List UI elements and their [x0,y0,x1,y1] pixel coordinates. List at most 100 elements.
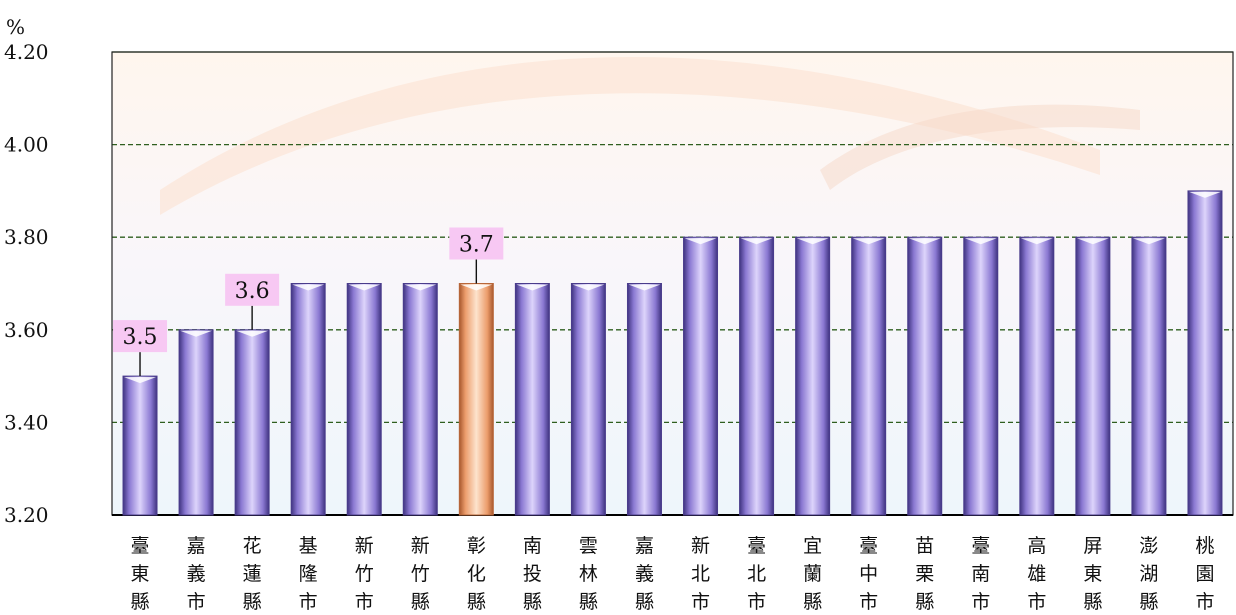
x-tick-label: 臺北市 [747,535,766,613]
y-tick-label: 4.20 [4,40,49,64]
bar [514,283,550,516]
y-axis-unit: % [6,15,25,39]
x-tick-label: 苗栗縣 [915,535,934,613]
bar-cap [1132,238,1165,245]
bar-雲林縣 [570,283,606,516]
bar [851,236,887,516]
bar-嘉義市 [178,329,214,516]
y-axis: 4.20 4.00 3.80 3.60 3.40 3.20 [4,40,49,527]
y-tick-label: 3.80 [4,225,49,249]
bars [122,190,1223,516]
bar [626,283,662,516]
x-tick-label: 彰化縣 [467,535,486,613]
bar [1131,236,1167,516]
bar [290,283,326,516]
x-tick-label: 宜蘭縣 [803,535,822,613]
bar [402,283,438,516]
bar-cap [1020,238,1053,245]
data-label-box [225,273,280,306]
x-tick-label: 臺東縣 [131,535,150,613]
bar-cap [796,238,829,245]
bar-臺北市 [739,236,775,516]
data-labels: 3.5 3.6 3.7 [113,227,504,377]
bar-cap [740,238,773,245]
bar [1187,190,1223,516]
bar [907,236,943,516]
bar-嘉義縣 [626,283,662,516]
bar-cap [1188,191,1221,198]
x-tick-label: 桃園市 [1195,535,1214,613]
bar-臺中市 [851,236,887,516]
data-label-彰化縣: 3.7 [449,227,504,284]
bar-cap [628,284,661,291]
x-tick-label: 高雄市 [1027,535,1046,613]
bar-宜蘭縣 [795,236,831,516]
y-tick-label: 4.00 [4,133,49,157]
bar-新竹縣 [402,283,438,516]
data-label-text: 3.6 [235,279,270,304]
bar [570,283,606,516]
x-axis: 臺東縣 嘉義市 花蓮縣 基隆市 新竹市 新竹縣 彰化縣 南投縣 雲林縣 嘉義縣 新北市 臺北市 宜蘭縣 臺… [131,535,1215,613]
x-tick-label: 屏東縣 [1083,535,1102,613]
bar-南投縣 [514,283,550,516]
bar [122,375,158,516]
bar-新北市 [683,236,719,516]
background-swoosh [160,56,1100,215]
bar [234,329,270,516]
bar-cap [124,377,157,384]
x-tick-label: 花蓮縣 [243,535,262,613]
bar-cap [460,284,493,291]
bar-高雄市 [1019,236,1055,516]
bar-苗栗縣 [907,236,943,516]
data-label-text: 3.7 [459,233,494,258]
bar-臺南市 [963,236,999,516]
bar [1019,236,1055,516]
bar-cap [348,284,381,291]
bar [739,236,775,516]
bar-cap [1076,238,1109,245]
bar-cap [236,330,269,337]
bar-cap [292,284,325,291]
data-label-花蓮縣: 3.6 [225,273,280,330]
bar-cap [516,284,549,291]
bar-澎湖縣 [1131,236,1167,516]
x-tick-label: 雲林縣 [579,535,598,613]
x-tick-label: 嘉義縣 [635,535,654,613]
x-tick-label: 基隆市 [299,535,318,613]
bar [683,236,719,516]
bar-彰化縣 [458,283,494,516]
bar-cap [572,284,605,291]
bar-屏東縣 [1075,236,1111,516]
x-tick-label: 臺南市 [971,535,990,613]
y-tick-label: 3.60 [4,318,49,342]
bar-花蓮縣 [234,329,270,516]
bar-cap [404,284,437,291]
bar [795,236,831,516]
x-tick-label: 嘉義市 [187,535,206,613]
y-tick-label: 3.40 [4,410,49,434]
data-label-臺東縣: 3.5 [113,320,168,377]
bar-cap [180,330,213,337]
bar-基隆市 [290,283,326,516]
x-tick-label: 新北市 [691,535,710,613]
background-swoosh-2 [820,104,1140,190]
bar-cap [908,238,941,245]
bar [346,283,382,516]
y-tick-label: 3.20 [4,503,49,527]
bar-新竹市 [346,283,382,516]
bar-cap [852,238,885,245]
bar-cap [684,238,717,245]
x-tick-label: 新竹市 [355,535,374,613]
data-label-text: 3.5 [123,325,158,350]
bar [1075,236,1111,516]
bar [458,283,494,516]
x-tick-label: 臺中市 [859,535,878,613]
x-tick-label: 澎湖縣 [1139,535,1158,613]
data-label-box [449,227,504,260]
bar [963,236,999,516]
bar [178,329,214,516]
bar-cap [964,238,997,245]
bar-桃園市 [1187,190,1223,516]
x-tick-label: 南投縣 [523,535,542,613]
